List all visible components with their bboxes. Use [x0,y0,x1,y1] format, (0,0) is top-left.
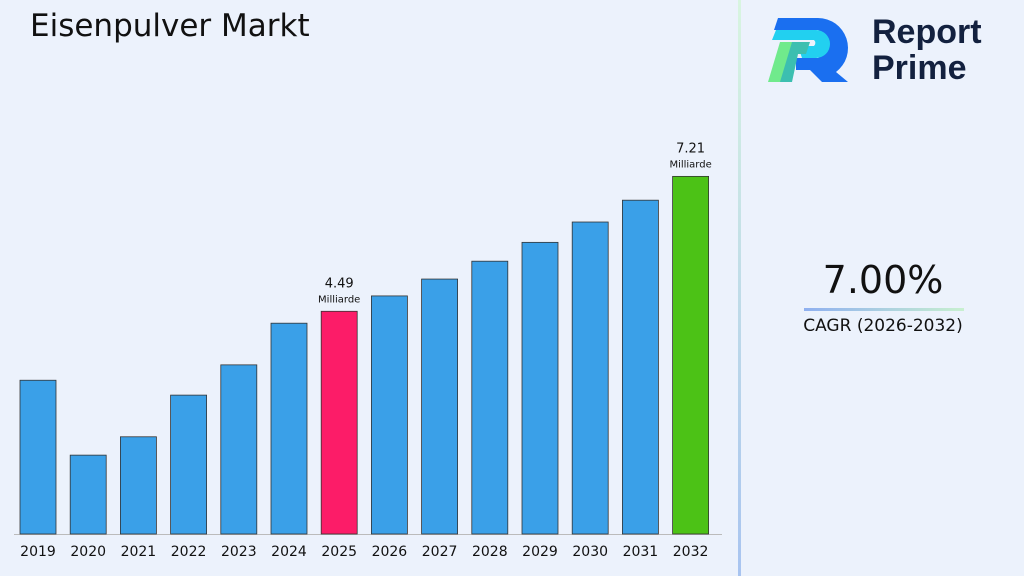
x-tick-label-2019: 2019 [20,544,56,560]
bar-2028 [471,260,509,535]
data-label-unit-2025: Milliarde [318,294,360,305]
logo-text: Report Prime [872,14,982,86]
logo-line-2: Prime [872,49,967,87]
bar-2025 [320,310,358,535]
x-tick-label-2027: 2027 [422,544,458,560]
x-tick-label-2020: 2020 [70,544,106,560]
bar-2030 [571,221,609,535]
data-label-value-2025: 4.49 [325,276,354,291]
x-tick-label-2026: 2026 [372,544,408,560]
x-tick-label-2031: 2031 [623,544,659,560]
chart-title: Eisenpulver Markt [30,8,310,44]
x-tick-label-2028: 2028 [472,544,508,560]
divider [738,0,741,576]
x-tick-label-2025: 2025 [321,544,357,560]
data-label-unit-2032: Milliarde [669,159,711,170]
bar-2031 [622,199,659,535]
x-tick-label-2021: 2021 [121,544,157,560]
report-prime-logo-icon [768,18,848,82]
x-tick-label-2024: 2024 [271,544,307,560]
cagr-value: 7.00% [822,258,944,302]
bar-2032 [672,175,709,535]
x-tick-label-2032: 2032 [673,544,709,560]
cagr-underline [804,308,964,311]
bar-2024 [270,322,308,535]
bar-chart: 2019 2020 2021 2022 2023 2024 2025 2026 2027 2028… [14,141,722,560]
bar-2023 [220,364,258,535]
x-tick-label-2022: 2022 [171,544,207,560]
bar-2029 [521,241,559,535]
bar-2027 [421,278,459,535]
x-tick-label-2030: 2030 [572,544,608,560]
cagr-label: CAGR (2026-2032) [803,316,963,336]
logo-line-1: Report [872,13,982,51]
x-tick-label-2023: 2023 [221,544,257,560]
bar-2020 [69,454,107,535]
x-tick-label-2029: 2029 [522,544,558,560]
bar-2026 [370,295,408,535]
data-label-value-2032: 7.21 [676,141,705,156]
bar-2022 [170,394,208,535]
bar-2019 [19,379,57,535]
bar-2021 [120,436,157,535]
